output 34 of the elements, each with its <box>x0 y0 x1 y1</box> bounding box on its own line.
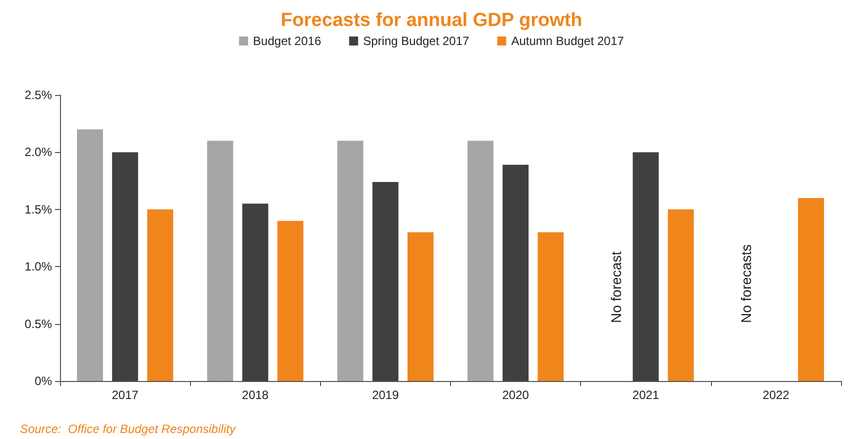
source-note: Source: Office for Budget Responsibility <box>20 422 236 436</box>
y-tick-label: 2.0% <box>24 145 52 160</box>
x-tick-label: 2022 <box>762 388 790 402</box>
bar <box>408 232 434 381</box>
y-tick-label: 0.5% <box>24 316 52 331</box>
chart-title: Forecasts for annual GDP growth <box>280 10 582 31</box>
legend-label: Spring Budget 2017 <box>363 34 470 48</box>
x-tick-label: 2017 <box>112 388 139 402</box>
bar <box>467 140 494 381</box>
y-tick-label: 2.5% <box>24 88 52 102</box>
annotation: No forecasts <box>738 244 754 323</box>
x-tick-label: 2021 <box>632 388 660 402</box>
legend-label: Autumn Budget 2017 <box>511 34 624 48</box>
y-tick-label: 0% <box>34 374 52 388</box>
x-tick-label: 2019 <box>372 388 400 402</box>
bar <box>632 152 659 381</box>
y-tick-label: 1.5% <box>24 202 52 216</box>
bar <box>798 198 824 381</box>
legend-label: Budget 2016 <box>253 34 322 48</box>
bar <box>242 204 268 381</box>
x-tick-label: 2018 <box>242 388 269 402</box>
bar <box>502 164 529 381</box>
bar <box>112 152 138 381</box>
y-tick-label: 1.0% <box>24 260 52 274</box>
bar <box>372 182 398 381</box>
bar <box>337 140 364 381</box>
bar <box>76 129 103 381</box>
bar <box>147 209 174 381</box>
bar <box>668 209 694 381</box>
annotation: No forecast <box>608 251 624 323</box>
bar <box>538 232 564 381</box>
x-tick-label: 2020 <box>502 388 530 402</box>
bar <box>207 140 234 381</box>
bar <box>277 220 304 381</box>
